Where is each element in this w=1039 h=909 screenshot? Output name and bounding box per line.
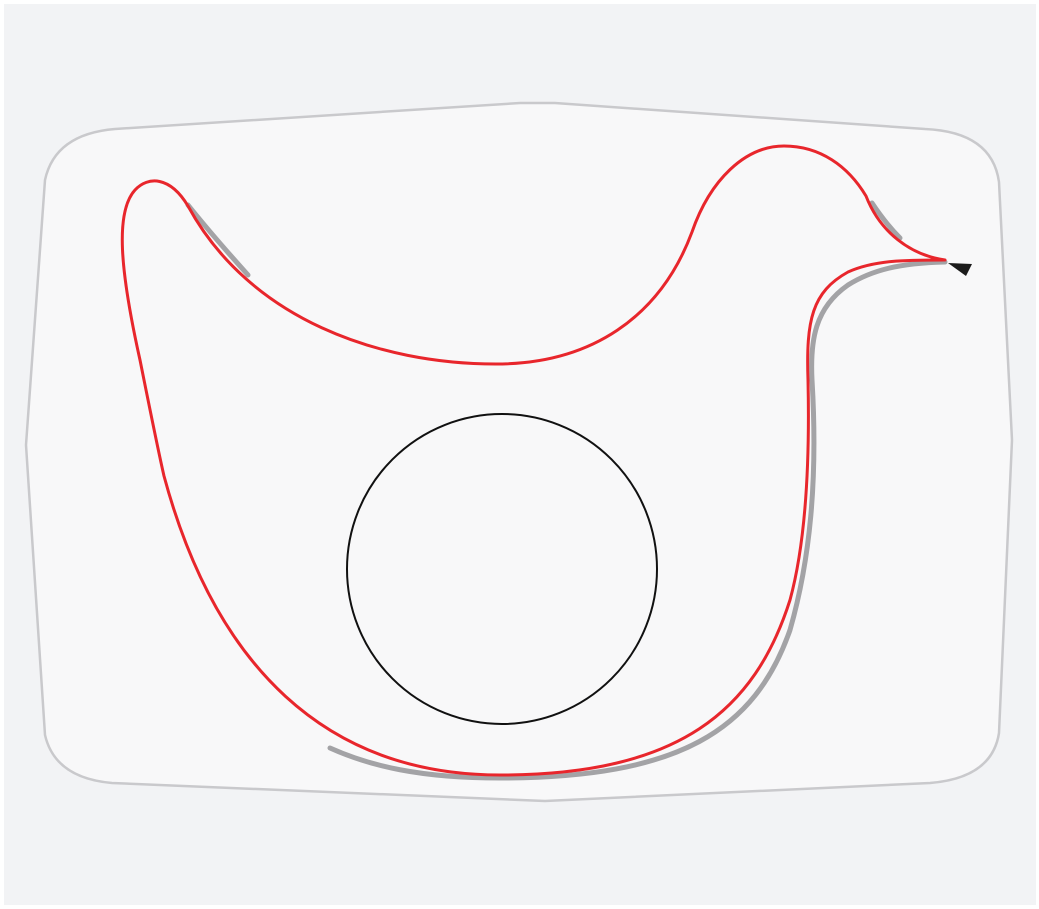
inner-circle bbox=[346, 413, 658, 725]
beak-triangle bbox=[948, 263, 972, 276]
bird-outline bbox=[120, 144, 947, 777]
outer-plate bbox=[24, 101, 1014, 803]
bird-shadow bbox=[185, 200, 948, 781]
